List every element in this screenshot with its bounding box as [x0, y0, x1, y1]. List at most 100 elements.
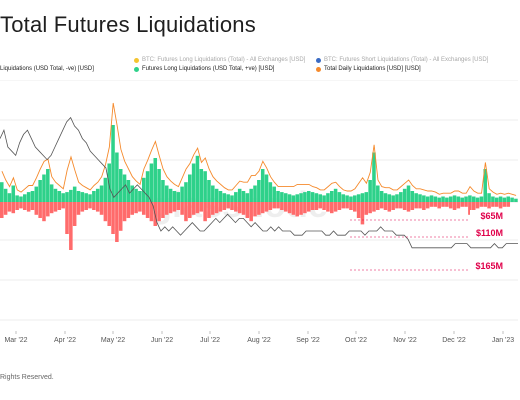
y-axis-labels: $65M $110M $165M — [350, 210, 518, 272]
total-liquidations-line — [1, 102, 517, 196]
x-tick-label: Mar '22 — [4, 337, 27, 344]
short-liquidation-bar — [445, 202, 449, 207]
short-liquidation-bar — [145, 202, 150, 218]
long-liquidation-bar — [80, 192, 85, 202]
short-liquidation-bar — [395, 202, 399, 209]
long-liquidation-bar — [195, 155, 200, 202]
long-liquidation-bar — [76, 191, 81, 202]
long-liquidation-bar — [337, 192, 342, 202]
chart-legend: BTC: Futures Long Liquidations (Total) -… — [0, 56, 520, 80]
legend-item-btc-short[interactable]: BTC: Futures Short Liquidations (Total) … — [316, 56, 488, 64]
short-liquidation-bar — [237, 202, 242, 214]
short-liquidation-bar — [460, 202, 464, 207]
short-liquidation-bar — [483, 202, 488, 207]
short-liquidation-bar — [42, 202, 46, 222]
x-tick-label: Apr '22 — [54, 337, 76, 344]
short-liquidation-bar — [356, 202, 361, 218]
long-liquidation-bar — [326, 193, 330, 202]
long-liquidation-bar — [203, 171, 207, 202]
long-liquidation-bar — [318, 194, 323, 202]
long-liquidation-bar — [3, 188, 8, 202]
long-liquidation-bar — [145, 171, 150, 202]
long-liquidation-bar — [310, 192, 315, 202]
long-liquidation-bar — [164, 185, 169, 202]
short-liquidation-bar — [95, 202, 100, 212]
short-liquidation-bar — [456, 202, 461, 209]
long-liquidation-bar — [168, 188, 173, 202]
long-liquidation-bar — [141, 177, 146, 202]
short-liquidation-bar — [314, 202, 319, 210]
long-liquidation-bar — [468, 195, 472, 202]
short-liquidation-bar — [234, 202, 238, 212]
long-liquidation-bar — [483, 169, 488, 202]
short-liquidation-bar — [253, 202, 257, 217]
short-liquidation-bar — [230, 202, 234, 210]
long-liquidation-bar — [441, 196, 445, 202]
short-liquidation-bar — [69, 202, 73, 250]
short-liquidation-bar — [11, 202, 16, 214]
short-liquidation-bar — [310, 202, 315, 210]
short-liquidation-bar — [257, 202, 261, 215]
long-liquidation-bar — [429, 195, 434, 202]
legend-item-btc-long[interactable]: BTC: Futures Long Liquidations (Total) -… — [134, 56, 305, 64]
long-liquidation-bar — [475, 197, 480, 202]
long-liquidation-bar — [184, 182, 188, 202]
short-liquidation-bar — [506, 202, 511, 207]
short-liquidation-bar — [168, 202, 173, 214]
long-liquidation-bar — [322, 195, 326, 202]
short-liquidation-bar — [164, 202, 169, 215]
long-liquidation-bar — [46, 169, 50, 202]
short-liquidation-bar — [15, 202, 19, 210]
long-liquidation-bar — [364, 192, 369, 202]
short-liquidation-bar — [410, 202, 415, 210]
short-liquidation-bar — [218, 202, 223, 212]
long-liquidation-bar — [353, 195, 357, 202]
short-liquidation-bar — [122, 202, 127, 222]
long-liquidation-bar — [226, 194, 230, 202]
long-liquidation-bar — [88, 194, 92, 202]
long-liquidation-bar — [487, 193, 491, 202]
long-liquidation-bar — [314, 193, 319, 202]
long-liquidation-bar — [134, 188, 138, 202]
short-liquidation-bar — [138, 202, 142, 212]
long-liquidation-bar — [387, 194, 392, 202]
short-liquidation-bar — [264, 202, 269, 212]
long-liquidation-bar — [42, 174, 46, 202]
short-liquidation-bar — [84, 202, 88, 210]
short-liquidation-bar — [406, 202, 411, 212]
legend-item-short-liquidations[interactable]: Liquidations (USD Total, -ve) [USD] — [0, 65, 94, 73]
chart-title: Total Futures Liquidations — [0, 12, 256, 37]
x-tick-label: Dec '22 — [442, 337, 466, 344]
legend-label: Liquidations (USD Total, -ve) [USD] — [0, 66, 94, 72]
short-liquidation-bar — [291, 202, 296, 215]
y-tick-label: $110M — [476, 228, 503, 238]
long-liquidation-bar — [276, 191, 280, 202]
long-liquidation-bar — [383, 193, 388, 202]
long-liquidation-bar — [157, 169, 161, 202]
long-liquidation-bar — [433, 196, 438, 202]
short-liquidation-bar — [53, 202, 58, 212]
short-liquidation-bar — [92, 202, 96, 210]
long-liquidation-bar — [299, 193, 303, 202]
short-liquidation-bar — [387, 202, 392, 212]
short-liquidation-bar — [333, 202, 338, 212]
x-tick-label: Jun '22 — [151, 337, 173, 344]
short-liquidation-bar — [383, 202, 388, 210]
short-liquidation-bar — [429, 202, 434, 207]
short-liquidation-bar — [318, 202, 323, 209]
long-liquidation-bar — [260, 169, 265, 202]
long-liquidation-bar — [0, 182, 4, 202]
long-liquidation-bar — [53, 188, 58, 202]
short-liquidation-bar — [103, 202, 108, 222]
long-liquidation-bar — [464, 196, 468, 202]
long-liquidation-bar — [360, 193, 365, 202]
long-liquidation-bar — [460, 197, 464, 202]
long-liquidation-bar — [395, 194, 399, 202]
legend-item-total-daily[interactable]: Total Daily Liquidations [USD] [USD] — [316, 65, 421, 73]
price-line — [0, 116, 518, 249]
long-liquidation-bar — [122, 174, 127, 202]
legend-item-long-liquidations[interactable]: Futures Long Liquidations (USD Total, +v… — [134, 65, 274, 73]
short-liquidation-bar — [72, 202, 77, 226]
long-liquidation-bar — [422, 195, 426, 202]
